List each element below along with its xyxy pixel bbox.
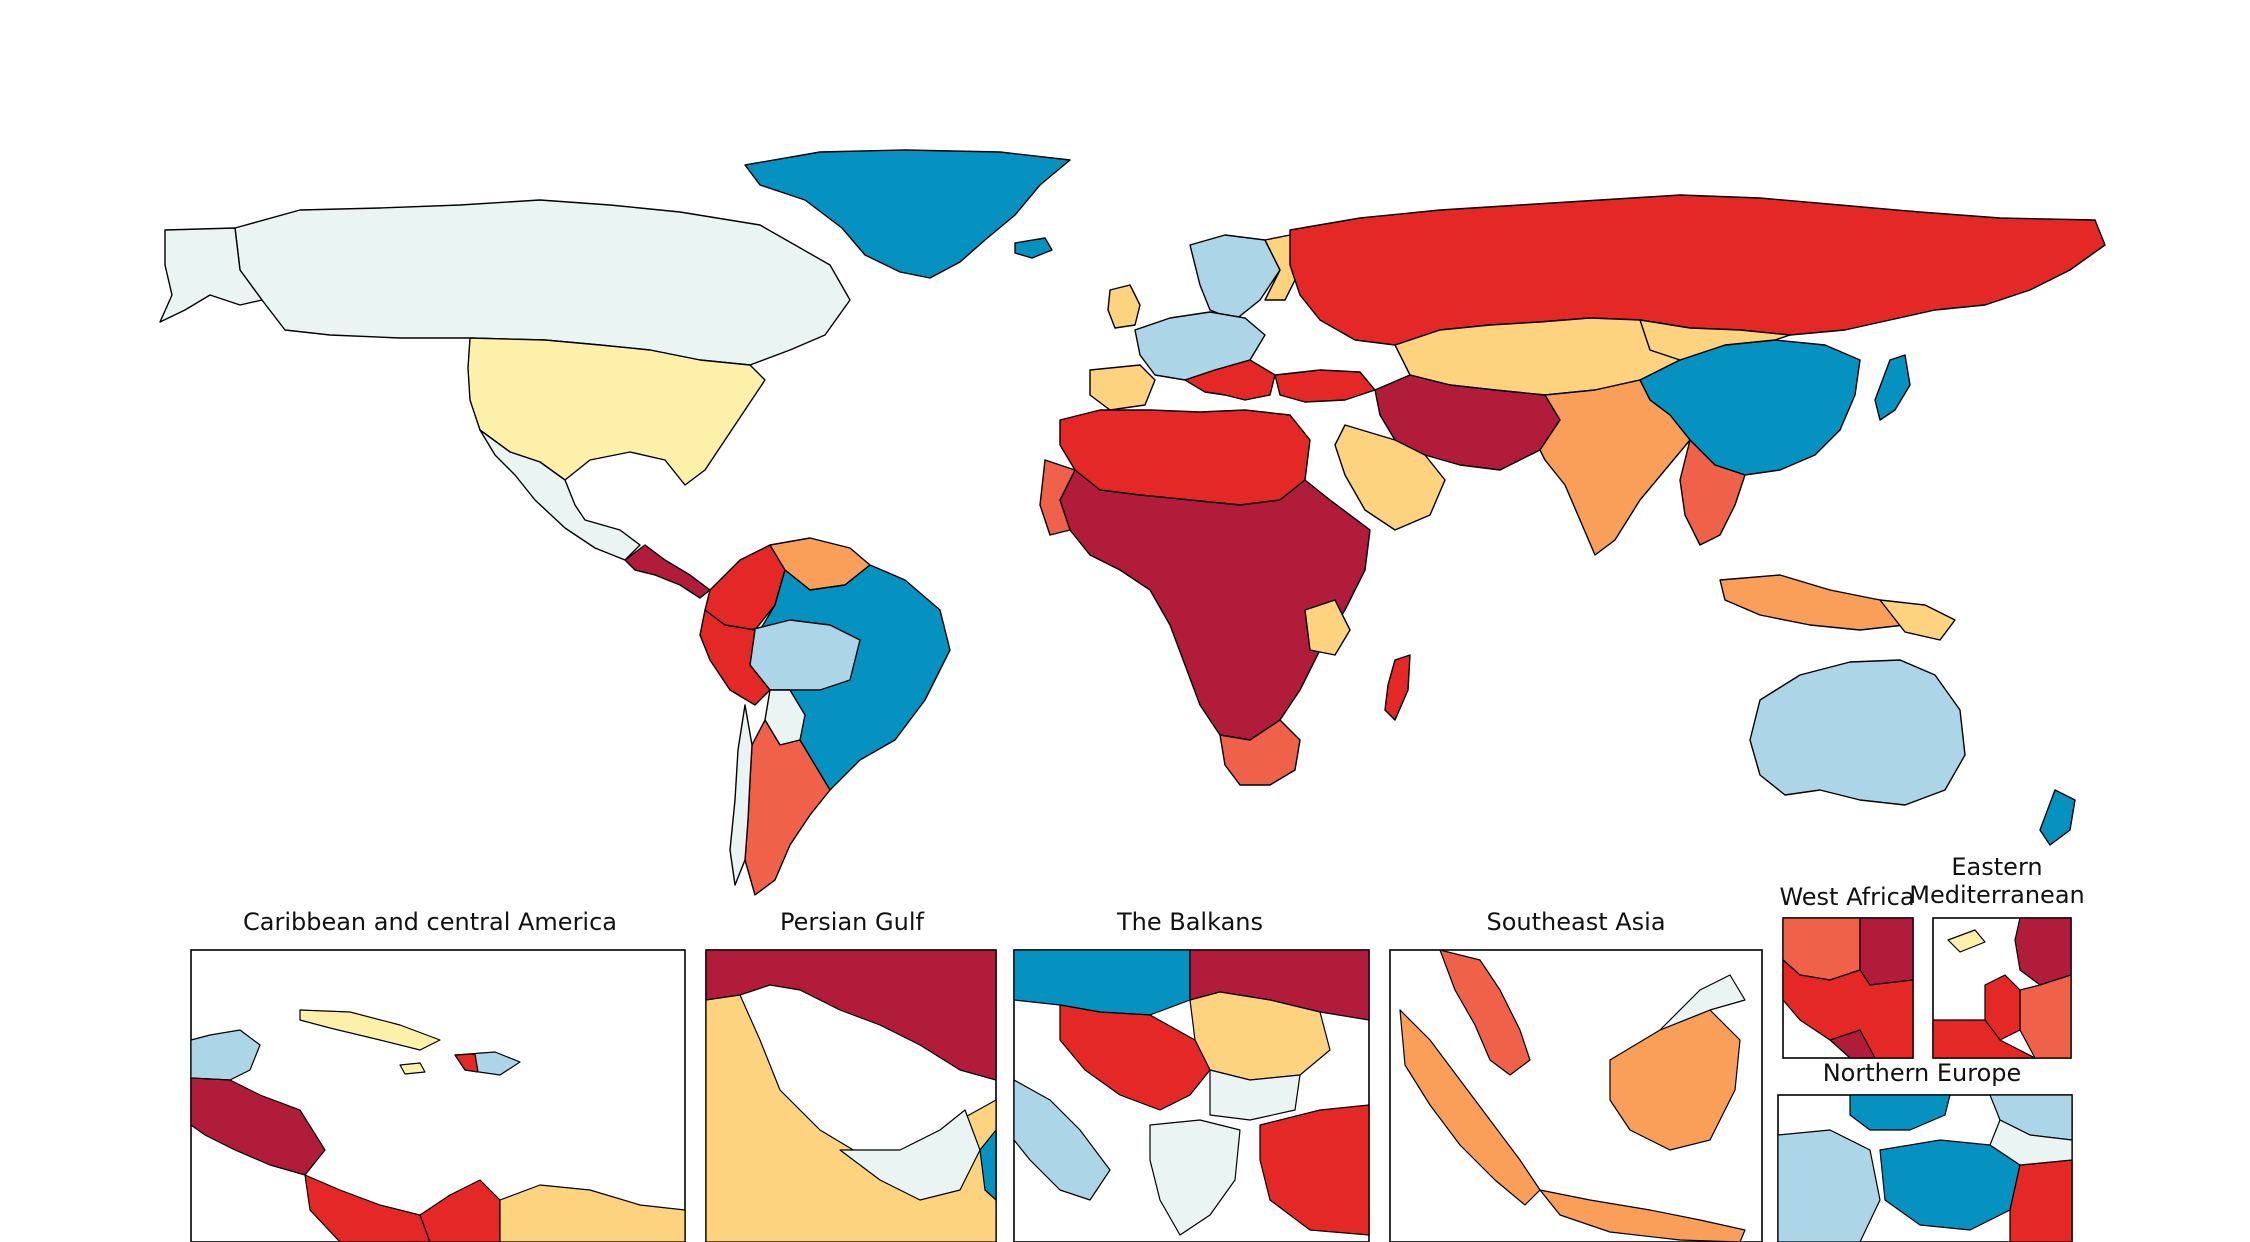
inset-title-eastmed-1: Eastern bbox=[1951, 853, 2042, 881]
region-iceland bbox=[1014, 237, 1053, 259]
region-mongolia bbox=[1639, 319, 1791, 361]
region-uk bbox=[1107, 284, 1141, 329]
region-chile bbox=[729, 704, 753, 886]
inset-eastmed-egypt bbox=[1932, 1019, 2036, 1059]
region-central-america bbox=[624, 544, 711, 599]
world-map bbox=[159, 149, 2106, 896]
region-peru bbox=[699, 609, 771, 706]
region-arabia bbox=[1334, 424, 1446, 531]
inset-westafrica: West Africa bbox=[1779, 883, 1915, 1059]
region-papua bbox=[1879, 599, 1956, 641]
inset-title-westafrica: West Africa bbox=[1779, 883, 1914, 911]
inset-neurope: Northern Europe bbox=[1777, 1059, 2073, 1242]
region-southern-africa bbox=[1219, 719, 1301, 786]
region-india bbox=[1539, 379, 1691, 556]
inset-title-neurope: Northern Europe bbox=[1823, 1059, 2022, 1087]
region-sahel bbox=[1059, 469, 1371, 741]
region-new-zealand bbox=[2039, 789, 2076, 846]
inset-balkans-bulgaria bbox=[1209, 1069, 1301, 1121]
region-australia bbox=[1749, 659, 1966, 806]
region-canada bbox=[234, 199, 851, 366]
inset-balkans-greece bbox=[1149, 1119, 1241, 1236]
inset-title-gulf: Persian Gulf bbox=[780, 908, 924, 936]
inset-westafrica-liberia bbox=[1829, 1029, 1876, 1059]
inset-neurope-west bbox=[1777, 1129, 1881, 1242]
inset-neurope-scandinavia bbox=[1849, 1094, 1951, 1131]
inset-eastmed-cyprus bbox=[1947, 929, 1986, 953]
inset-balkans: The Balkans bbox=[1013, 908, 1370, 1242]
region-mainland-sea bbox=[1679, 439, 1746, 546]
inset-caribbean: Caribbean and central America bbox=[190, 908, 686, 1242]
inset-caribbean-jamaica bbox=[399, 1062, 426, 1075]
region-iberia bbox=[1089, 364, 1156, 411]
inset-title-eastmed-2: Mediterranean bbox=[1909, 881, 2084, 909]
inset-neurope-latvia bbox=[1989, 1119, 2073, 1166]
inset-westafrica-mali bbox=[1859, 917, 1914, 986]
inset-eastmed: Eastern Mediterranean bbox=[1909, 853, 2085, 1059]
inset-seasia-java bbox=[1539, 1189, 1746, 1242]
inset-neurope-belarus bbox=[2009, 1159, 2073, 1242]
inset-seasia: Southeast Asia bbox=[1389, 908, 1763, 1242]
inset-westafrica-guinea bbox=[1782, 959, 1914, 1059]
inset-title-caribbean: Caribbean and central America bbox=[243, 908, 617, 936]
region-greenland bbox=[744, 149, 1071, 279]
region-turkey bbox=[1274, 369, 1376, 403]
region-mexico bbox=[479, 429, 641, 561]
region-southern-europe bbox=[1184, 359, 1276, 401]
inset-caribbean-venezuela bbox=[499, 1184, 686, 1242]
region-east-africa bbox=[1304, 599, 1351, 656]
inset-caribbean-haiti bbox=[454, 1053, 479, 1073]
region-russia bbox=[1289, 194, 2106, 346]
inset-gulf: Persian Gulf bbox=[705, 908, 997, 1242]
inset-seasia-malaysia bbox=[1439, 949, 1531, 1076]
inset-seasia-sabah bbox=[1659, 974, 1746, 1031]
inset-balkans-italy bbox=[1013, 1079, 1111, 1201]
inset-balkans-turkey bbox=[1259, 1104, 1370, 1236]
region-alaska bbox=[159, 227, 263, 323]
inset-balkans-serbia bbox=[1059, 1004, 1211, 1111]
inset-caribbean-cuba bbox=[299, 1009, 441, 1051]
region-scandinavia bbox=[1189, 234, 1281, 321]
inset-title-balkans: The Balkans bbox=[1116, 908, 1263, 936]
inset-gulf-oman bbox=[979, 1129, 997, 1201]
region-japan bbox=[1874, 354, 1911, 421]
region-madagascar bbox=[1384, 654, 1411, 721]
inset-seasia-sumatra bbox=[1399, 1009, 1541, 1206]
region-west-africa-coast bbox=[1039, 459, 1076, 536]
inset-title-seasia: Southeast Asia bbox=[1486, 908, 1665, 936]
